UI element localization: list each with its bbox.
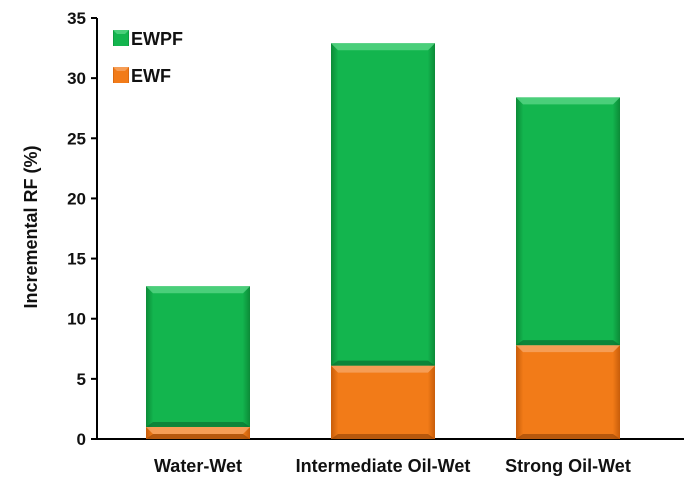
- bar-segment-fill: [516, 97, 620, 346]
- x-category-label: Intermediate Oil-Wet: [296, 456, 471, 476]
- bar-segment-bevel-bottom: [146, 421, 250, 427]
- bar-segment-bevel-top: [146, 426, 250, 434]
- x-category-label: Strong Oil-Wet: [505, 456, 631, 476]
- legend-item-ewpf: EWPF: [113, 29, 183, 49]
- bar-segment-bevel-top: [146, 286, 250, 294]
- bar-ewpf-strong-oil-wet: [516, 97, 620, 346]
- y-tick-label: 15: [67, 250, 86, 269]
- bar-segment-bevel-top: [331, 365, 435, 373]
- bar-ewf-water-wet: [146, 426, 250, 439]
- bars: Water-Wet Intermediate Oil-Wet Strong Oil-…: [146, 43, 631, 476]
- bar-segment-bevel-top: [331, 43, 435, 51]
- y-tick-label: 10: [67, 310, 86, 329]
- bar-ewf-strong-oil-wet: [516, 345, 620, 439]
- y-tick-label: 20: [67, 189, 86, 208]
- bar-ewpf-water-wet: [146, 286, 250, 427]
- bar-segment-bevel-bottom: [146, 434, 250, 439]
- y-tick-label: 25: [67, 129, 86, 148]
- bar-segment-fill: [516, 345, 620, 439]
- y-axis-title: Incremental RF (%): [21, 145, 41, 308]
- legend-item-ewf: EWF: [113, 66, 171, 86]
- bar-segment-fill: [331, 43, 435, 366]
- legend-swatch-bevel: [113, 67, 129, 71]
- y-tick-label: 0: [77, 430, 86, 449]
- bar-segment-bevel-top: [516, 345, 620, 353]
- x-category-label: Water-Wet: [154, 456, 242, 476]
- legend-label: EWF: [131, 66, 171, 86]
- y-tick-label: 5: [77, 370, 86, 389]
- bar-segment-bevel-bottom: [516, 340, 620, 346]
- bar-segment-bevel-bottom: [331, 360, 435, 366]
- bar-ewpf-intermediate-oil-wet: [331, 43, 435, 366]
- legend-label: EWPF: [131, 29, 183, 49]
- bar-segment-bevel-bottom: [331, 434, 435, 439]
- y-tick-label: 35: [67, 9, 86, 28]
- bar-segment-fill: [331, 365, 435, 439]
- bar-segment-bevel-bottom: [516, 434, 620, 439]
- bar-ewf-intermediate-oil-wet: [331, 365, 435, 439]
- legend: EWPF EWF: [113, 29, 183, 86]
- y-tick-label: 30: [67, 69, 86, 88]
- legend-swatch-bevel: [113, 30, 129, 34]
- bar-segment-bevel-top: [516, 97, 620, 105]
- bar-segment-fill: [146, 286, 250, 427]
